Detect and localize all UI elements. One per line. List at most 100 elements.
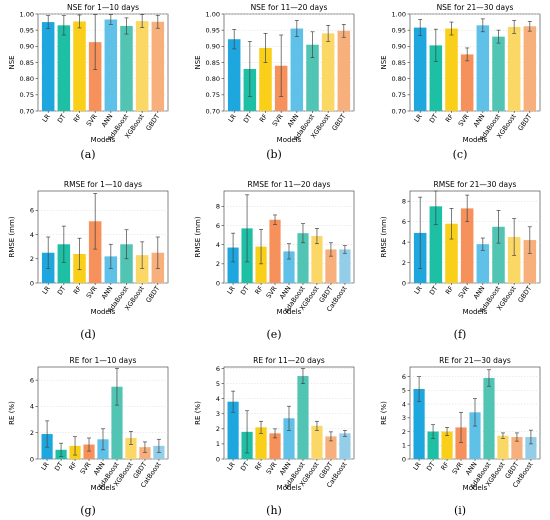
chart-i-bar-ann bbox=[469, 412, 481, 459]
chart-c-bar-rf bbox=[445, 28, 458, 111]
chart-f-xtick-label: ANN bbox=[472, 284, 487, 300]
chart-i-title: RE for 21—30 days bbox=[439, 356, 511, 365]
chart-c-bar-xgboost bbox=[507, 26, 521, 111]
chart-i-bar-rf bbox=[441, 431, 453, 459]
chart-d-xtick-label: LR bbox=[41, 284, 52, 296]
chart-i-bar-catboost bbox=[525, 437, 537, 459]
chart-i-xlabel: Models bbox=[463, 484, 488, 492]
chart-f-title: RMSE for 21—30 days bbox=[434, 180, 517, 189]
chart-a-xlabel: Models bbox=[91, 136, 116, 144]
chart-c-ytick-label: 0.90 bbox=[392, 43, 406, 51]
chart-g-bar-gbdt bbox=[139, 447, 151, 459]
chart-d-bar-ann bbox=[104, 256, 118, 283]
panel-letter-i: (i) bbox=[453, 504, 467, 517]
chart-b: NSE for 11—20 days 0.70 0.75 0.80 0.85 0.90 0.… bbox=[194, 3, 355, 144]
chart-h-ytick-label: 2 bbox=[216, 425, 220, 433]
chart-f-ytick-label: 2 bbox=[402, 259, 406, 267]
chart-c-xtick-label: GBDT bbox=[516, 113, 533, 133]
chart-c-ytick-label: 0.85 bbox=[392, 59, 406, 67]
chart-e-xtick-label: RF bbox=[253, 284, 264, 296]
chart-f: RMSE for 21—30 days 0 2 4 6 8 RMSE (mm) LR DT RF S… bbox=[380, 180, 541, 316]
chart-e-ytick-label: 0 bbox=[216, 279, 220, 287]
chart-b-ytick-label: 0.80 bbox=[206, 75, 220, 83]
chart-a-xtick-label: ANN bbox=[100, 112, 115, 128]
chart-g-ytick-label: 2 bbox=[30, 429, 34, 437]
chart-i-ytick-label: 6 bbox=[402, 373, 406, 381]
chart-g-xtick-label: LR bbox=[40, 460, 51, 472]
chart-d-xlabel: Models bbox=[91, 308, 116, 316]
chart-c-ytick-label: 0.75 bbox=[392, 91, 406, 99]
chart-i-bar-adaboost bbox=[483, 377, 495, 459]
chart-a-bar-svr bbox=[88, 42, 102, 111]
chart-h-xtick-label: DT bbox=[239, 461, 251, 473]
chart-e-bar-ann bbox=[283, 251, 295, 283]
chart-c-ytick-label: 0.80 bbox=[392, 75, 406, 83]
chart-d-xtick-label: DT bbox=[56, 285, 68, 297]
chart-b-ytick-label: 0.90 bbox=[206, 43, 220, 51]
chart-d: RMSE for 1—10 days 0 2 4 6 RMSE (mm) LR DT RF SVR… bbox=[8, 180, 169, 316]
chart-c-xtick-label: DT bbox=[428, 113, 440, 125]
chart-d-ytick-label: 4 bbox=[30, 231, 34, 239]
chart-f-xtick-label: DT bbox=[428, 285, 440, 297]
chart-f-ytick-label: 0 bbox=[402, 279, 406, 287]
chart-b-xtick-label: SVR bbox=[271, 112, 285, 128]
chart-f-ylabel: RMSE (mm) bbox=[380, 216, 388, 257]
panel-letter-d: (d) bbox=[80, 328, 96, 341]
chart-e-bar-gbdt bbox=[325, 249, 337, 283]
chart-b-xtick-label: ANN bbox=[286, 112, 301, 128]
chart-d-xtick-label: RF bbox=[72, 284, 83, 296]
chart-a-ytick-label: 1.00 bbox=[20, 10, 34, 18]
chart-d-xtick-label: GBDT bbox=[144, 285, 161, 305]
chart-h-ytick-label: 5 bbox=[216, 380, 220, 388]
chart-i-bar-lr bbox=[413, 388, 425, 459]
panel-letter-f: (f) bbox=[453, 328, 467, 341]
chart-c-title: NSE for 21—30 days bbox=[437, 3, 514, 12]
chart-a-ylabel: NSE bbox=[8, 55, 16, 69]
chart-a-xtick-label: GBDT bbox=[144, 113, 161, 133]
chart-c-xtick-label: ANN bbox=[472, 112, 487, 128]
chart-e-ytick-label: 2 bbox=[216, 260, 220, 268]
chart-g-xtick-label: SVR bbox=[79, 460, 93, 476]
chart-i-ytick-label: 5 bbox=[402, 387, 406, 395]
chart-h-ytick-label: 3 bbox=[216, 410, 220, 418]
chart-e-xlabel: Models bbox=[277, 308, 302, 316]
chart-g-ytick-label: 6 bbox=[30, 376, 34, 384]
chart-d-ytick-label: 6 bbox=[30, 207, 34, 215]
chart-i-xtick-label: DT bbox=[425, 461, 437, 473]
chart-g-xtick-label: RF bbox=[67, 460, 78, 472]
chart-i-bar-xgboost bbox=[497, 435, 509, 459]
chart-c-bar-gbdt bbox=[523, 26, 537, 111]
chart-b-xlabel: Models bbox=[277, 136, 302, 144]
chart-a-title: NSE for 1—10 days bbox=[67, 3, 139, 12]
chart-e-title: RMSE for 11—20 days bbox=[248, 180, 331, 189]
chart-e-bar-xgboost bbox=[311, 236, 323, 283]
chart-c-bar-lr bbox=[413, 27, 427, 111]
chart-h-bar-xgboost bbox=[311, 425, 323, 459]
chart-b-ytick-label: 0.75 bbox=[206, 91, 220, 99]
chart-h-xtick-label: RF bbox=[253, 460, 264, 472]
chart-a-ytick-label: 0.95 bbox=[20, 26, 34, 34]
chart-f-frame bbox=[409, 190, 541, 284]
chart-e-xtick-label: LR bbox=[226, 284, 237, 296]
chart-i-ytick-label: 3 bbox=[402, 414, 406, 422]
chart-i-ytick-label: 0 bbox=[402, 455, 406, 463]
chart-a-ytick-label: 0.70 bbox=[20, 107, 34, 115]
chart-d-ytick-label: 0 bbox=[30, 279, 34, 287]
chart-c-bar-svr bbox=[460, 54, 474, 111]
chart-a: NSE for 1—10 days 0.70 0.75 0.80 0.85 0.90 0.9… bbox=[8, 3, 169, 144]
chart-f-bar-dt bbox=[429, 206, 443, 283]
chart-a-xtick-label: RF bbox=[72, 112, 83, 124]
chart-h-bar-adaboost bbox=[297, 376, 309, 459]
chart-f-xtick-label: SVR bbox=[457, 284, 471, 300]
chart-h-bar-lr bbox=[227, 401, 239, 459]
panel-letter-a: (a) bbox=[80, 148, 96, 161]
chart-e-ytick-label: 6 bbox=[216, 222, 220, 230]
panel-letter-c: (c) bbox=[452, 148, 468, 161]
chart-b-bar-xgboost bbox=[321, 33, 335, 111]
chart-a-bar-dt bbox=[57, 25, 71, 111]
chart-i-ylabel: RE (%) bbox=[380, 401, 388, 425]
chart-d-xtick-label: SVR bbox=[85, 284, 99, 300]
